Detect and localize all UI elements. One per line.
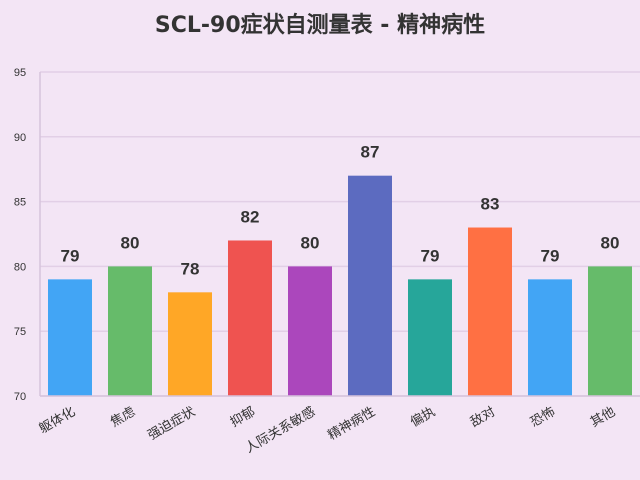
data-label: 80 — [601, 233, 620, 252]
y-tick-label: 75 — [14, 326, 26, 338]
x-tick-label: 强迫症状 — [145, 404, 198, 443]
data-label: 87 — [361, 143, 380, 162]
bar[interactable] — [528, 279, 572, 396]
y-tick-label: 95 — [14, 67, 26, 79]
bar[interactable] — [588, 266, 632, 396]
x-tick-label: 其他 — [588, 404, 618, 430]
bar[interactable] — [468, 227, 512, 396]
x-tick-label: 精神病性 — [325, 404, 378, 443]
bar[interactable] — [408, 279, 452, 396]
x-tick-label: 躯体化 — [36, 404, 78, 437]
y-tick-label: 80 — [14, 261, 26, 273]
bar[interactable] — [48, 279, 92, 396]
data-label: 79 — [61, 246, 80, 265]
data-label: 82 — [241, 207, 260, 226]
bar[interactable] — [288, 266, 332, 396]
x-tick-label: 焦虑 — [108, 404, 138, 430]
bar[interactable] — [228, 240, 272, 396]
x-tick-label: 敌对 — [468, 404, 498, 430]
data-label: 79 — [421, 246, 440, 265]
bar-series — [48, 175, 632, 396]
y-tick-label: 70 — [14, 391, 26, 403]
data-label: 79 — [541, 246, 560, 265]
data-label: 83 — [481, 195, 500, 214]
chart-title: SCL-90症状自测量表 - 精神病性 — [155, 12, 485, 38]
bar[interactable] — [168, 292, 212, 396]
y-tick-label: 85 — [14, 197, 26, 209]
x-tick-label: 抑郁 — [228, 404, 258, 430]
bar[interactable] — [108, 266, 152, 396]
data-label: 78 — [181, 259, 200, 278]
data-label: 80 — [301, 233, 320, 252]
y-tick-label: 90 — [14, 132, 26, 144]
bar[interactable] — [348, 175, 392, 396]
data-label: 80 — [121, 233, 140, 252]
data-labels: 79 80 78 82 80 87 79 83 79 80 — [61, 143, 620, 279]
x-tick-label: 恐怖 — [527, 404, 558, 431]
x-tick-label: 偏执 — [408, 404, 438, 430]
y-axis: 70 75 80 85 90 95 — [14, 67, 41, 403]
